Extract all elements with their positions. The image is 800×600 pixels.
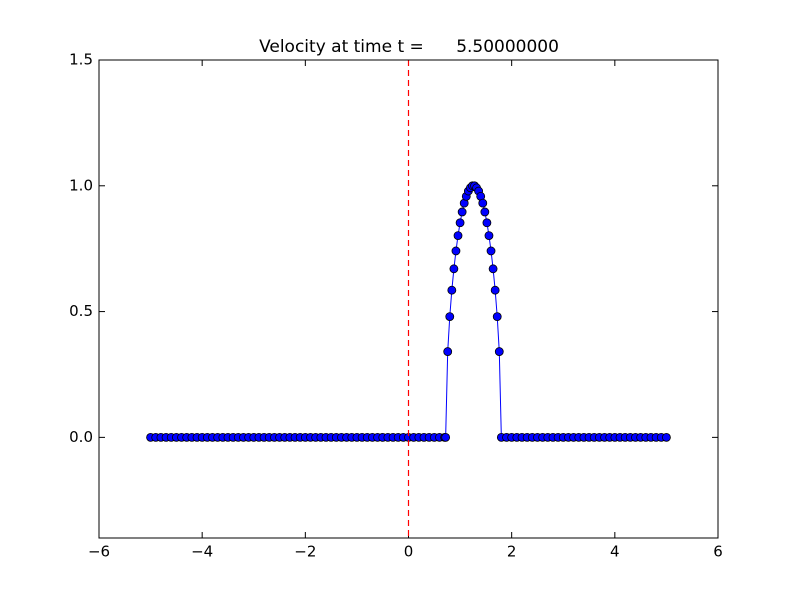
marker [451,246,461,256]
x-tick-label: −4 [191,543,213,561]
marker [494,347,504,356]
y-tick-label: 0.0 [69,428,93,446]
y-tick-label: 1.5 [69,51,93,69]
x-tick-label: 0 [404,543,414,561]
marker [453,231,463,241]
marker [443,347,453,356]
marker [482,218,492,228]
marker [484,231,494,241]
marker [478,198,488,208]
chart-title: Velocity at time t = 5.50000000 [259,37,559,57]
x-tick-label: 2 [507,543,517,561]
y-tick-label: 1.0 [69,176,93,194]
marker [447,285,457,295]
marker [457,207,467,217]
x-tick-label: −6 [88,543,110,561]
marker [486,246,496,256]
marker [455,218,465,228]
marker [488,264,498,274]
marker [490,285,500,295]
x-tick-label: −2 [294,543,316,561]
marker [492,312,502,322]
marker [449,264,459,274]
x-tick-label: 4 [610,543,620,561]
marker [445,312,455,322]
x-tick-label: 6 [713,543,723,561]
marker [662,432,671,442]
plot-frame [98,59,719,539]
marker [441,432,451,442]
y-tick-label: 0.5 [69,302,93,320]
marker [480,207,490,217]
